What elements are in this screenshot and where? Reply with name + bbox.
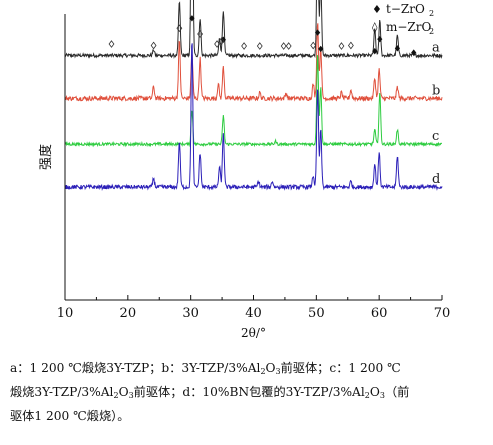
x-tick-label: 30 bbox=[182, 306, 199, 321]
m-zro2-marker bbox=[310, 41, 317, 50]
t-zro2-marker bbox=[318, 45, 324, 53]
series-label-c: c bbox=[432, 129, 439, 144]
x-tick-label: 10 bbox=[57, 306, 74, 321]
legend-t-label: t−ZrO bbox=[386, 2, 425, 16]
t-zro2-marker bbox=[314, 29, 321, 36]
t-zro2-marker bbox=[394, 45, 400, 52]
series-line-b bbox=[64, 23, 443, 103]
t-zro2-marker bbox=[189, 15, 195, 22]
m-zro2-marker bbox=[218, 37, 225, 46]
series-line-d bbox=[64, 43, 443, 191]
y-axis-title: 强度 bbox=[38, 144, 54, 170]
x-tick-label: 60 bbox=[371, 306, 388, 321]
series-label-a: a bbox=[432, 40, 440, 55]
x-axis-title: 2θ/° bbox=[241, 326, 266, 340]
marker-layer bbox=[108, 15, 417, 56]
legend-m-label: m−ZrO bbox=[386, 20, 432, 34]
labels-layer: 10 20 30 40 50 60 70 2θ/° 强度 bbox=[38, 144, 450, 340]
m-zro2-marker bbox=[150, 41, 157, 50]
legend-t-symbol: ♦ bbox=[372, 3, 382, 16]
x-tick-label: 70 bbox=[434, 306, 451, 321]
m-zro2-marker bbox=[285, 42, 292, 50]
t-zro2-marker bbox=[377, 35, 383, 43]
legend-subscript: 2 bbox=[429, 27, 434, 36]
m-zro2-marker bbox=[338, 42, 345, 50]
m-zro2-marker bbox=[256, 42, 263, 50]
series-line-c bbox=[64, 54, 443, 148]
m-zro2-marker bbox=[241, 42, 247, 50]
x-tick-label: 40 bbox=[245, 306, 262, 321]
caption-line-2: 煅烧3Y-TZP/3%Al2O3前驱体；d：10%BN包覆的3Y-TZP/3%A… bbox=[10, 385, 410, 400]
t-zro2-marker bbox=[411, 49, 417, 56]
legend-subscript: 2 bbox=[429, 9, 434, 18]
x-tick-label: 50 bbox=[308, 306, 325, 321]
series-label-d: d bbox=[432, 172, 440, 187]
m-zro2-marker bbox=[197, 30, 203, 38]
axes-layer bbox=[64, 14, 443, 301]
m-zro2-marker bbox=[214, 40, 220, 48]
m-zro2-marker bbox=[176, 24, 183, 33]
x-tick-label: 20 bbox=[120, 306, 137, 321]
figure-caption: a：1 200 ℃煅烧3Y-TZP；b：3Y-TZP/3%Al2O3前驱体；c：… bbox=[10, 356, 486, 428]
series-layer: a b c d bbox=[64, 0, 443, 191]
m-zro2-marker bbox=[347, 41, 354, 50]
caption-line-3: 驱体1 200 ℃煅烧）。 bbox=[10, 409, 130, 423]
m-zro2-marker bbox=[280, 42, 287, 50]
t-zro2-marker bbox=[372, 47, 378, 55]
m-zro2-marker bbox=[108, 40, 115, 48]
series-label-b: b bbox=[432, 83, 440, 98]
caption-line-1: a：1 200 ℃煅烧3Y-TZP；b：3Y-TZP/3%Al2O3前驱体；c：… bbox=[10, 361, 401, 376]
series-line-a bbox=[64, 0, 443, 60]
legend-m-symbol: ◊ bbox=[372, 21, 378, 34]
